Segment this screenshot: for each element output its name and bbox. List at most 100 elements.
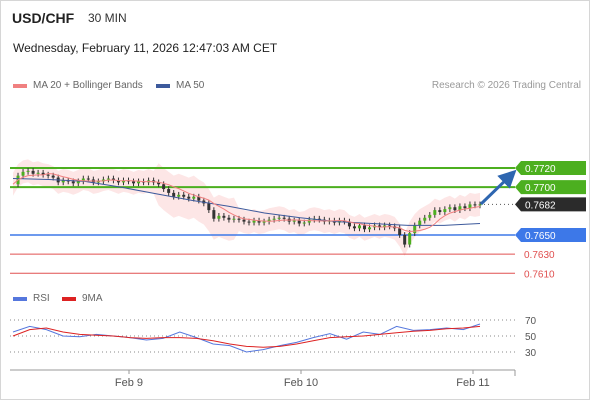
candle-body	[302, 222, 306, 224]
candle-body	[418, 220, 422, 226]
candle-body	[111, 178, 115, 181]
timeframe-label[interactable]: 30 MIN	[88, 11, 127, 25]
rsi-ma-swatch	[62, 296, 76, 301]
candle-body	[277, 217, 281, 219]
candle-body	[428, 214, 432, 218]
candle-body	[423, 217, 427, 221]
candle-body	[388, 225, 392, 227]
candle-body	[453, 207, 457, 211]
candle-body	[162, 184, 166, 190]
candle-body	[157, 182, 161, 185]
candle-body	[408, 233, 412, 245]
level-label-0.7700: 0.7700	[525, 183, 556, 194]
candle-body	[227, 217, 231, 220]
candle-body	[71, 181, 75, 184]
candle-body	[197, 196, 201, 201]
candle-body	[96, 181, 100, 183]
ma50-line	[12, 178, 481, 226]
candle-body	[76, 181, 80, 184]
rsi-ma-legend: 9MA	[62, 293, 103, 304]
x-tick-label: Feb 11	[456, 377, 489, 389]
candle-body	[438, 210, 442, 213]
rsi-tick-50: 50	[525, 332, 537, 343]
candle-body	[36, 172, 40, 174]
candle-body	[468, 204, 472, 209]
candle-body	[357, 225, 361, 229]
candle-body	[21, 171, 25, 176]
candle-body	[31, 170, 35, 174]
candle-body	[106, 178, 110, 180]
candle-body	[187, 196, 191, 199]
rsi-ma-line	[12, 325, 481, 348]
ma50-legend: MA 50	[156, 80, 204, 91]
candle-body	[317, 218, 321, 220]
symbol-title: USD/CHF	[12, 10, 75, 26]
level-tag-0.7720: 0.7720	[515, 161, 586, 175]
level-label-0.7682: 0.7682	[525, 200, 556, 211]
candle-body	[272, 218, 276, 220]
forecast-arrow	[479, 169, 517, 206]
candle-body	[177, 194, 181, 197]
x-tick-label: Feb 9	[115, 377, 143, 389]
candle-body	[86, 178, 90, 180]
level-label-0.7610: 0.7610	[524, 269, 555, 280]
level-tag-0.7700: 0.7700	[515, 180, 586, 195]
ma50-legend-label: MA 50	[176, 80, 205, 91]
candle-body	[207, 203, 211, 211]
rsi-legend: RSI	[13, 293, 50, 304]
candle-body	[61, 180, 65, 183]
ma20-legend: MA 20 + Bollinger Bands	[13, 80, 143, 91]
candle-body	[473, 204, 477, 206]
candle-body	[378, 225, 382, 228]
level-label-0.7630: 0.7630	[524, 250, 555, 261]
candle-body	[137, 181, 141, 184]
candle-body	[237, 218, 241, 220]
candle-body	[132, 181, 136, 184]
candle-body	[282, 217, 286, 219]
candle-body	[41, 172, 45, 175]
candle-body	[242, 219, 246, 222]
level-label-0.7650: 0.7650	[525, 231, 556, 242]
rsi-legend-label: RSI	[33, 293, 50, 304]
candle-body	[297, 220, 301, 224]
rsi-ma-legend-label: 9MA	[82, 293, 103, 304]
candle-body	[262, 221, 266, 223]
candle-body	[448, 207, 452, 210]
candle-body	[182, 194, 186, 197]
candle-body	[51, 175, 55, 178]
candle-body	[116, 180, 120, 183]
candle-body	[363, 225, 367, 230]
bollinger-band	[13, 159, 480, 257]
level-label-0.7720: 0.7720	[525, 164, 556, 175]
candle-body	[192, 196, 196, 199]
rsi-tick-70: 70	[525, 316, 537, 327]
candle-body	[443, 209, 447, 213]
rsi-swatch	[13, 296, 27, 301]
candle-body	[398, 228, 402, 235]
candle-body	[433, 210, 437, 215]
candle-body	[347, 221, 351, 227]
candle-body	[252, 220, 256, 223]
candle-body	[413, 225, 417, 234]
candle-body	[212, 210, 216, 219]
ma20-line	[12, 173, 481, 232]
candle-body	[217, 215, 221, 219]
candle-body	[257, 220, 261, 223]
candle-body	[222, 215, 226, 218]
rsi-tick-30: 30	[525, 348, 537, 359]
ma20-swatch	[13, 83, 27, 88]
credit-text: Research © 2026 Trading Central	[431, 80, 581, 91]
candle-body	[247, 221, 251, 223]
candle-body	[368, 227, 372, 230]
candle-body	[463, 206, 467, 209]
candle-body	[403, 235, 407, 245]
candle-body	[458, 206, 462, 211]
candle-body	[267, 219, 271, 222]
rsi-line	[12, 323, 481, 353]
candle-body	[232, 218, 236, 220]
candle-body	[383, 225, 387, 228]
candle-body	[292, 220, 296, 222]
level-tag-0.7650: 0.7650	[515, 228, 586, 242]
candle-body	[121, 180, 125, 183]
